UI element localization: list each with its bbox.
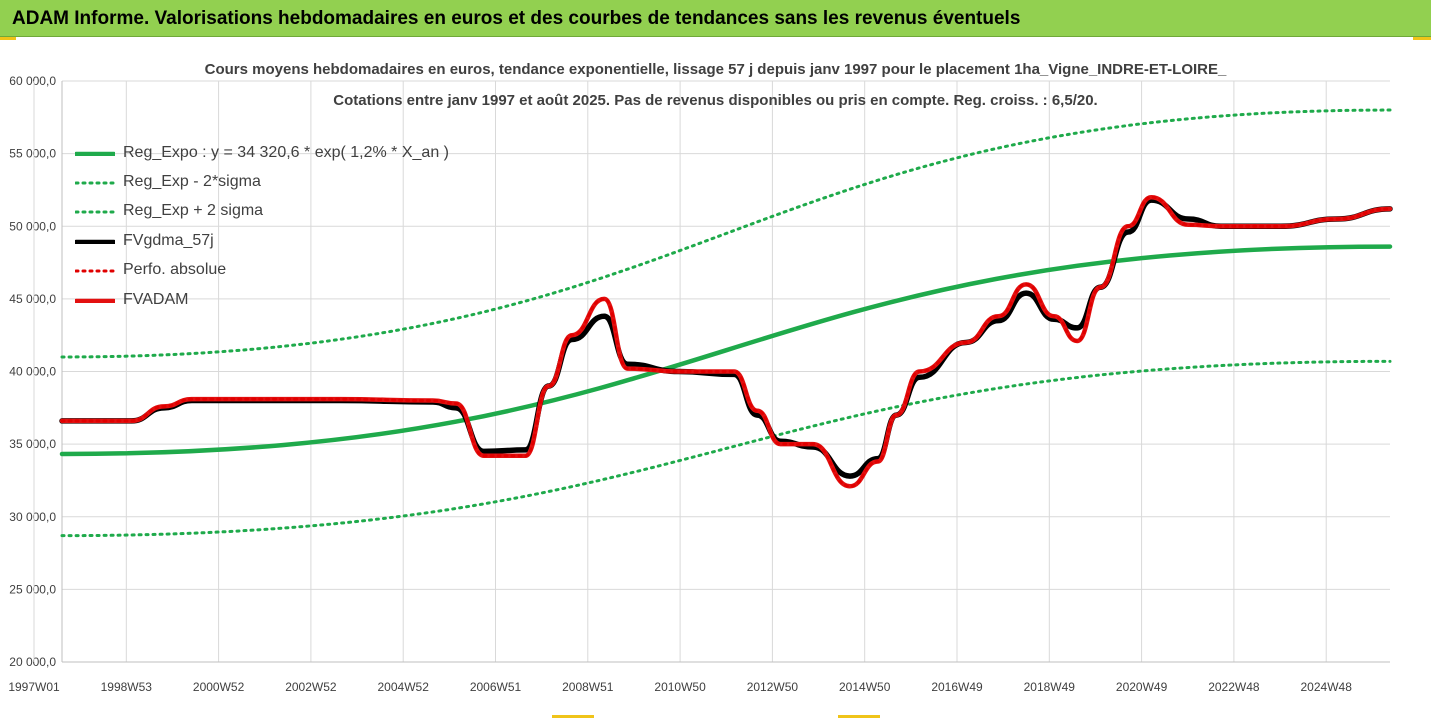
series-line-1 (60, 359, 1392, 538)
x-tick-label: 2004W52 (378, 680, 430, 694)
x-tick-label: 2000W52 (193, 680, 245, 694)
x-tick-label: 2012W50 (747, 680, 799, 694)
series-line-2 (60, 108, 1392, 359)
legend-label: Reg_Exp + 2 sigma (123, 202, 264, 220)
legend-item: Reg_Exp - 2*sigma (75, 167, 449, 196)
y-tick-label: 20 000,0 (9, 655, 56, 669)
legend-label: Reg_Expo : y = 34 320,6 * exp( 1,2% * X_… (123, 143, 449, 161)
y-tick-label: 55 000,0 (9, 147, 56, 161)
y-tick-label: 50 000,0 (9, 219, 56, 233)
x-tick-label: 1997W01 (8, 680, 60, 694)
x-tick-label: 2010W50 (654, 680, 706, 694)
legend-swatch (75, 151, 115, 156)
legend-item: Reg_Exp + 2 sigma (75, 197, 449, 226)
y-tick-label: 35 000,0 (9, 437, 56, 451)
series-line-4 (60, 195, 1392, 488)
report-title: ADAM Informe. Valorisations hebdomadaire… (12, 8, 1021, 29)
x-tick-label: 2008W51 (562, 680, 614, 694)
x-tick-label: 2002W52 (285, 680, 337, 694)
legend-swatch (75, 298, 115, 303)
corner-marker-top-right (1413, 37, 1431, 40)
report-title-bar: ADAM Informe. Valorisations hebdomadaire… (0, 0, 1431, 37)
legend-swatch (75, 181, 115, 185)
x-tick-label: 2016W49 (931, 680, 983, 694)
corner-marker-bottom-right (838, 715, 880, 718)
legend-swatch (75, 210, 115, 214)
legend-label: Reg_Exp - 2*sigma (123, 173, 261, 191)
x-tick-label: 2018W49 (1024, 680, 1076, 694)
x-tick-label: 2020W49 (1116, 680, 1168, 694)
legend-item: FVgdma_57j (75, 226, 449, 255)
x-tick-label: 2024W48 (1301, 680, 1353, 694)
x-tick-label: 2006W51 (470, 680, 522, 694)
legend-label: Perfo. absolue (123, 261, 227, 279)
y-tick-label: 45 000,0 (9, 292, 56, 306)
legend-label: FVADAM (123, 290, 189, 308)
series-line-0 (59, 244, 1393, 457)
corner-marker-top-left (0, 37, 16, 40)
chart-title: Cours moyens hebdomadaires en euros, ten… (204, 61, 1227, 78)
chart-area: 60 000,0 55 000,0 50 000,0 45 000,0 40 000,0… (0, 37, 1431, 718)
x-tick-label: 2014W50 (839, 680, 891, 694)
y-tick-label: 40 000,0 (9, 365, 56, 379)
line-chart: 60 000,0 55 000,0 50 000,0 45 000,0 40 000,0… (8, 74, 1393, 694)
legend-swatch (75, 269, 115, 273)
legend-item: Reg_Expo : y = 34 320,6 * exp( 1,2% * X_… (75, 138, 449, 167)
legend-label: FVgdma_57j (123, 231, 214, 249)
legend-item: Perfo. absolue (75, 256, 449, 285)
chart-legend: Reg_Expo : y = 34 320,6 * exp( 1,2% * X_… (75, 138, 449, 314)
x-tick-label: 2022W48 (1208, 680, 1260, 694)
legend-swatch (75, 239, 115, 244)
x-tick-label: 1998W53 (101, 680, 153, 694)
y-tick-label: 60 000,0 (9, 74, 56, 88)
legend-item: FVADAM (75, 285, 449, 314)
corner-marker-bottom-left (552, 715, 594, 718)
y-tick-label: 25 000,0 (9, 582, 56, 596)
chart-subtitle: Cotations entre janv 1997 et août 2025. … (333, 92, 1098, 109)
y-tick-label: 30 000,0 (9, 510, 56, 524)
